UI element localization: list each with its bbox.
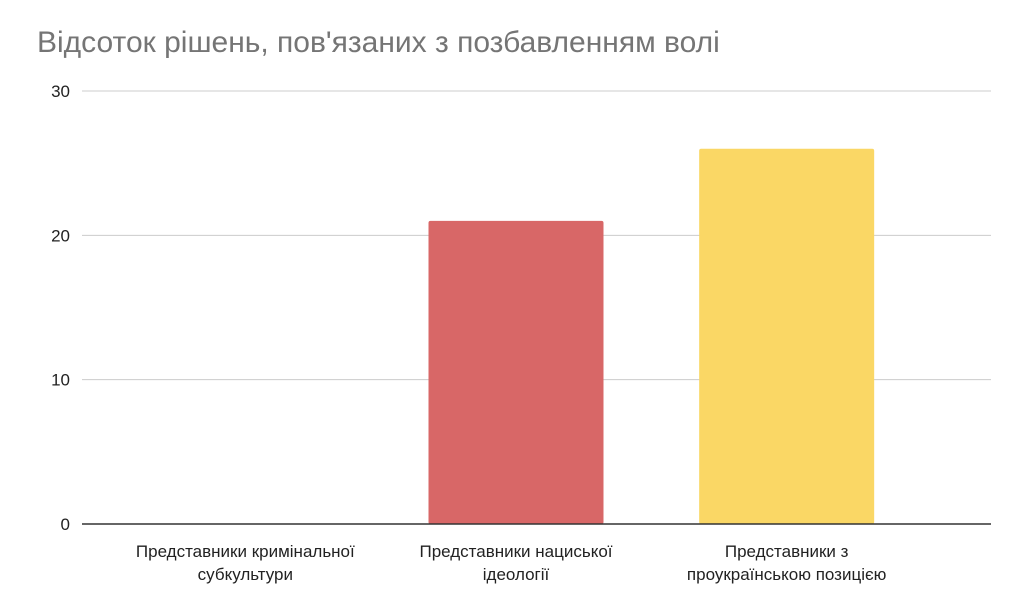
bar bbox=[699, 148, 875, 524]
x-category-label: проукраїнською позицією bbox=[687, 565, 887, 584]
x-category-label: Представники нациської bbox=[419, 542, 612, 561]
y-tick-label: 10 bbox=[51, 371, 70, 390]
x-axis-categories: Представники кримінальної субкультури Пред… bbox=[136, 542, 887, 584]
y-axis-ticks: 0 10 20 30 bbox=[51, 82, 70, 534]
chart-title: Відсоток рішень, пов'язаних з позбавленн… bbox=[37, 26, 720, 59]
bars bbox=[428, 148, 875, 524]
y-tick-label: 30 bbox=[51, 82, 70, 101]
bar bbox=[428, 220, 604, 524]
y-tick-label: 20 bbox=[51, 226, 70, 245]
x-category-label: Представники з bbox=[725, 542, 849, 561]
x-category-label: Представники кримінальної bbox=[136, 542, 355, 561]
y-tick-label: 0 bbox=[61, 515, 70, 534]
x-category-label: ідеології bbox=[483, 565, 550, 584]
x-category-label: субкультури bbox=[198, 565, 293, 584]
